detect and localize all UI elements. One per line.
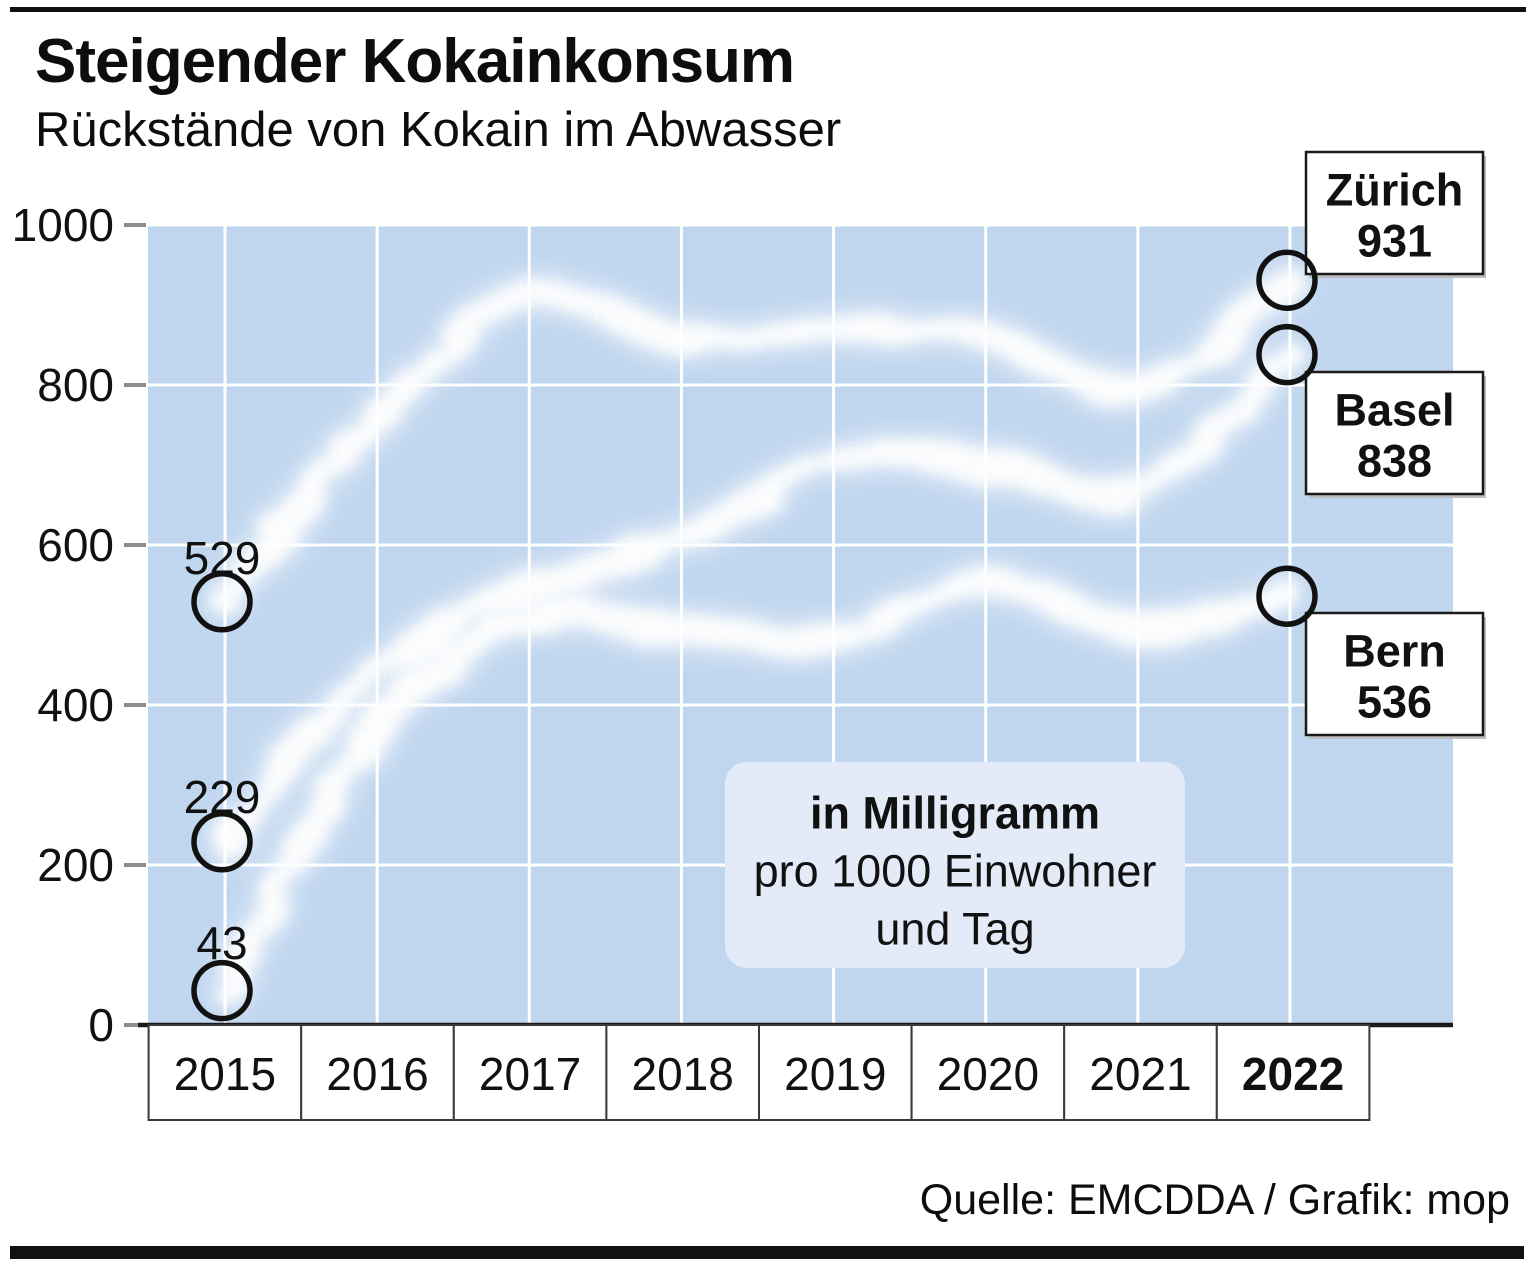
annotation-box <box>1304 370 1485 496</box>
unit-note-box <box>725 762 1185 968</box>
unit-note-line2: pro 1000 Einwohner <box>754 846 1157 897</box>
x-axis: 2015 2016 2017 2018 2019 2020 2021 2022 <box>147 1024 1371 1121</box>
x-tick-label: 2021 <box>1089 1048 1191 1100</box>
year-cell <box>452 1024 608 1121</box>
annotation-basel: Basel 838 <box>1304 370 1486 498</box>
unit-note: in Milligramm pro 1000 Einwohner und Tag <box>725 762 1185 968</box>
year-cell <box>300 1024 455 1121</box>
point-marker-zurich-2022 <box>1256 249 1318 311</box>
top-rule <box>10 7 1526 12</box>
annotation-box <box>1304 150 1485 276</box>
point-marker-basel-2022 <box>1256 323 1318 386</box>
annotation-city: Zürich <box>1326 165 1464 216</box>
annotation-value: 931 <box>1357 216 1432 267</box>
year-cell <box>147 1024 303 1121</box>
y-tick-label: 800 <box>37 359 114 411</box>
year-cell <box>758 1024 913 1121</box>
chart-subtitle: Rückstände von Kokain im Abwasser <box>35 103 842 157</box>
annotation-city: Basel <box>1334 385 1454 436</box>
annotation-box <box>1304 611 1485 737</box>
bottom-rule <box>10 1246 1524 1259</box>
gridlines <box>148 223 1453 1025</box>
y-axis: 0 200 400 600 800 1000 <box>12 199 146 1051</box>
year-cell <box>1215 1024 1371 1121</box>
annotation-value: 536 <box>1357 677 1432 728</box>
line-zurich <box>212 267 1303 615</box>
point-marker-basel-2015 <box>191 811 253 873</box>
y-tick-label: 600 <box>37 519 114 571</box>
x-tick-label: 2020 <box>937 1048 1039 1100</box>
x-tick-label-current: 2022 <box>1242 1048 1344 1100</box>
annotation-zurich: Zürich 931 <box>1304 150 1486 278</box>
x-tick-label: 2016 <box>326 1048 428 1100</box>
y-tick-label: 1000 <box>12 199 114 251</box>
annotation-city: Bern <box>1343 626 1446 677</box>
line-basel <box>212 341 1303 855</box>
x-tick-label: 2018 <box>632 1048 734 1100</box>
annotation-value: 838 <box>1357 436 1432 487</box>
x-tick-label: 2015 <box>174 1048 276 1100</box>
point-marker-bern-2022 <box>1256 565 1318 627</box>
annotation-bern: Bern 536 <box>1304 611 1486 739</box>
source-credit: Quelle: EMCDDA / Grafik: mop <box>919 1176 1510 1224</box>
year-cell <box>605 1024 761 1121</box>
x-tick-label: 2017 <box>479 1048 581 1100</box>
point-marker-zurich-2015 <box>191 571 253 633</box>
y-tick-label: 400 <box>37 679 114 731</box>
year-cell <box>910 1024 1066 1121</box>
y-tick-label: 0 <box>88 999 114 1051</box>
unit-note-line1: in Milligramm <box>810 788 1100 839</box>
y-tick-label: 200 <box>37 839 114 891</box>
chart-title: Steigender Kokainkonsum <box>35 27 795 96</box>
year-cell <box>1063 1024 1218 1121</box>
line-bern <box>212 567 1303 1004</box>
unit-note-line3: und Tag <box>875 904 1034 955</box>
point-marker-bern-2015 <box>191 959 253 1022</box>
x-tick-label: 2019 <box>784 1048 886 1100</box>
